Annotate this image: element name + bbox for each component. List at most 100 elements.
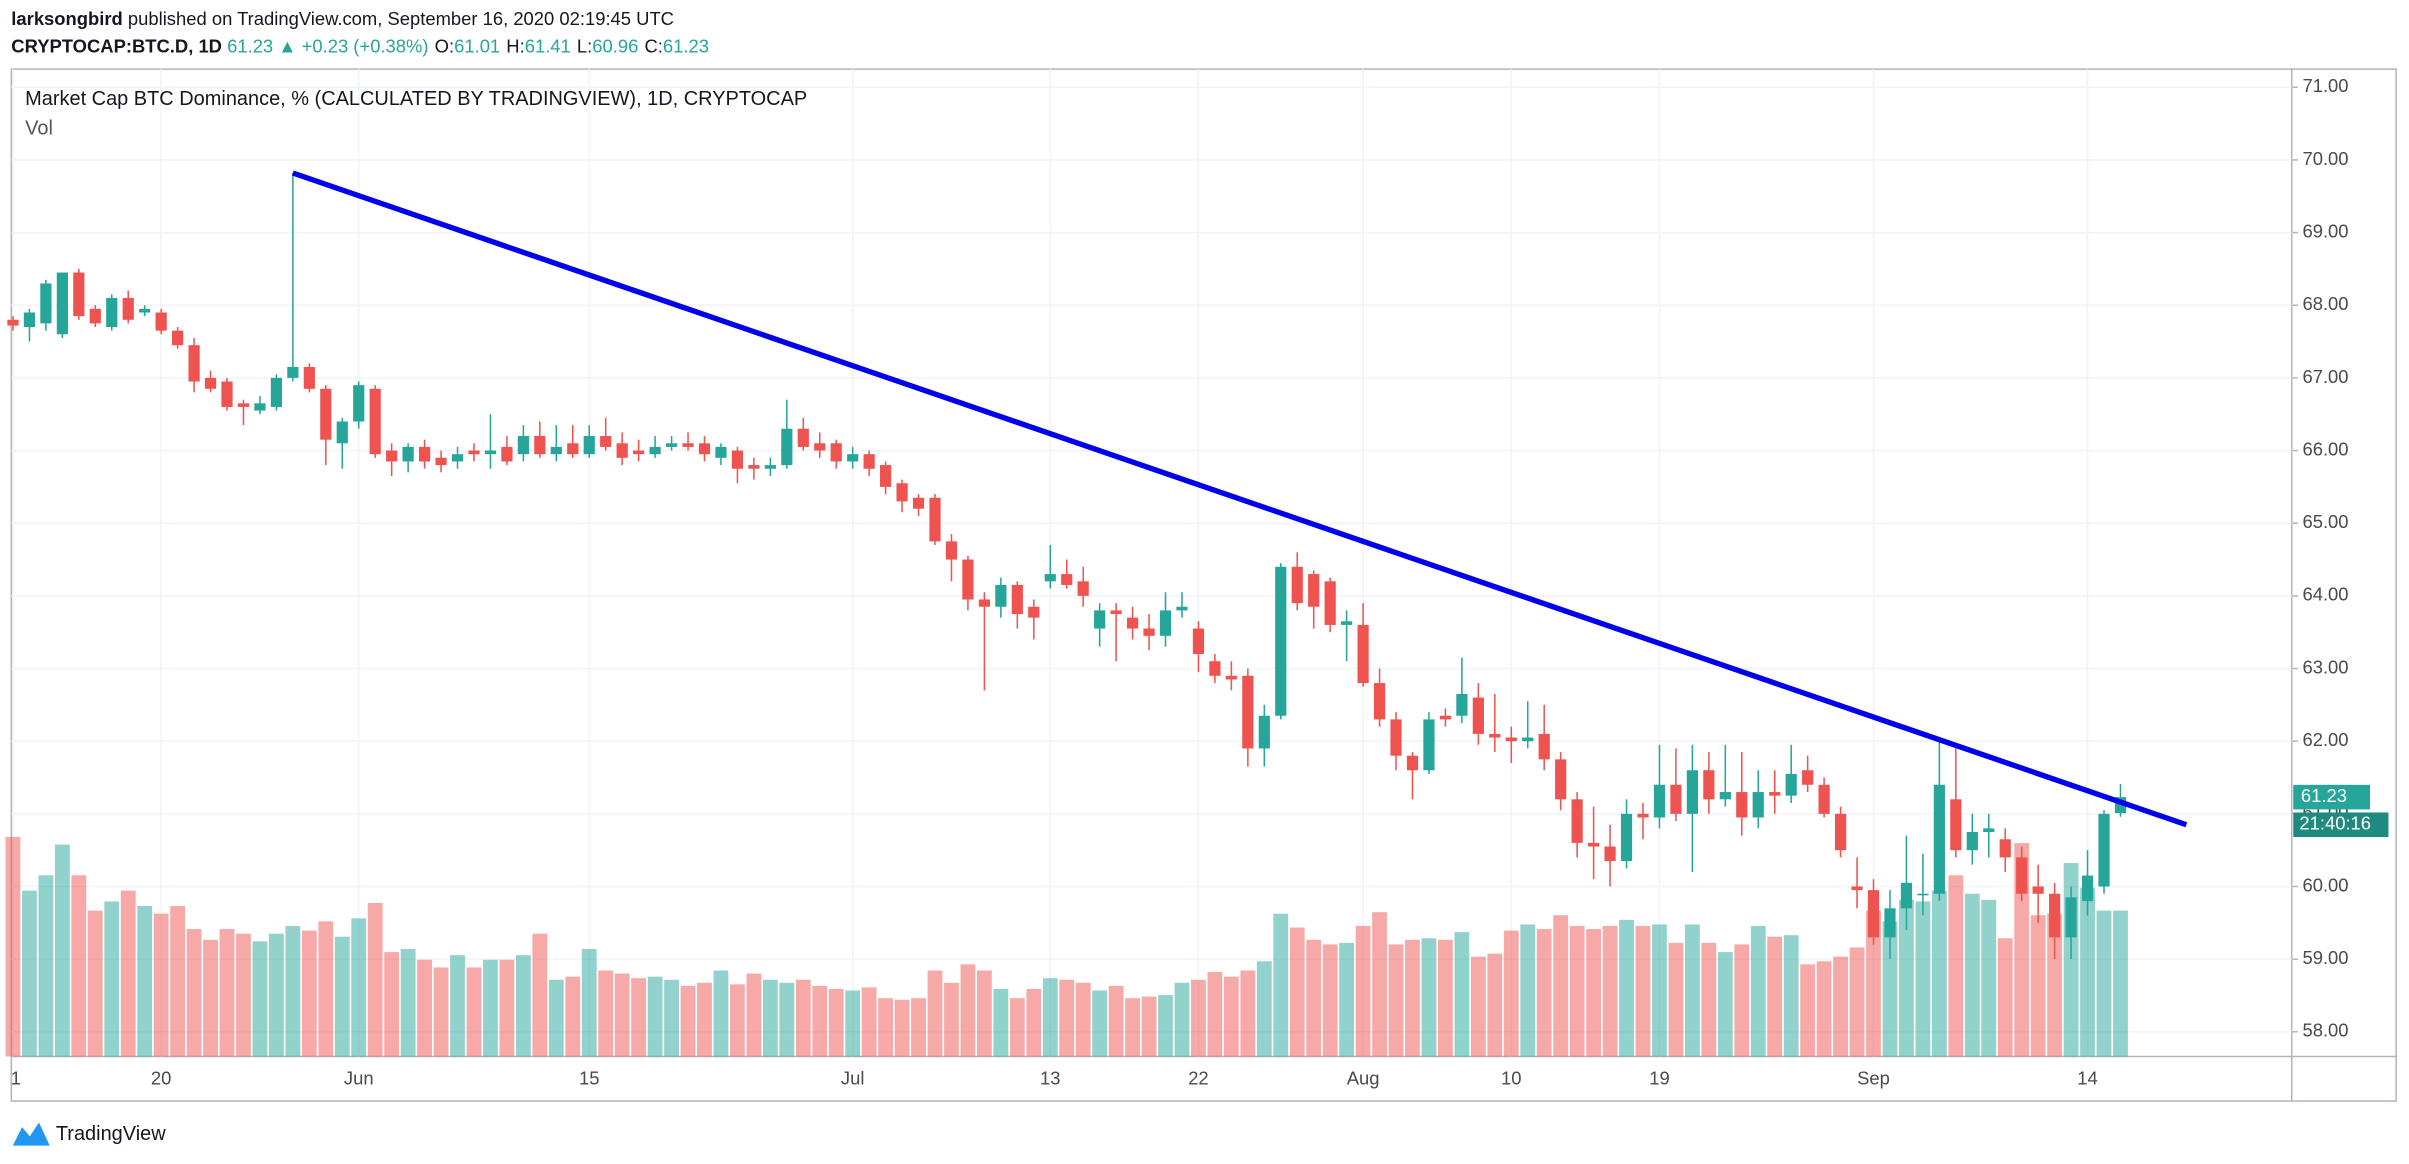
candle-body <box>221 381 233 407</box>
volume-bar <box>1207 972 1223 1057</box>
y-tick-label: 65.00 <box>2302 511 2348 532</box>
candle-body <box>254 403 266 411</box>
candle-body <box>1011 584 1023 615</box>
symbol-line: CRYPTOCAP:BTC.D, 1D 61.23 ▲ +0.23 (+0.38… <box>11 35 709 56</box>
candle-body <box>1044 574 1056 582</box>
volume-bar <box>680 985 696 1057</box>
volume-bar <box>1405 939 1420 1057</box>
candle-body <box>73 272 85 317</box>
author: larksongbird <box>11 8 122 29</box>
volume-bar <box>54 844 70 1057</box>
volume-bar <box>598 970 614 1057</box>
volume-bar <box>1059 979 1075 1057</box>
volume-bar <box>417 959 433 1057</box>
y-tick-label: 58.00 <box>2302 1020 2348 1041</box>
ohlc-key: L: <box>577 35 592 56</box>
candle-body <box>23 312 36 328</box>
volume-bar <box>1322 944 1338 1057</box>
candle-body <box>715 446 727 458</box>
ohlc-value: 61.23 <box>663 35 709 56</box>
ohlc-key: O: <box>435 35 454 56</box>
publish-line: larksongbird published on TradingView.co… <box>11 8 674 29</box>
volume-bar <box>565 976 581 1057</box>
volume-bar <box>1174 982 1190 1057</box>
candle-body <box>1258 715 1270 749</box>
volume-bar <box>762 979 778 1057</box>
volume-bar <box>1701 942 1717 1057</box>
candle-body <box>501 446 513 462</box>
y-tick-label: 62.00 <box>2302 729 2348 750</box>
volume-bar <box>532 933 548 1057</box>
candle-body <box>1242 675 1254 749</box>
volume-bar <box>236 933 251 1057</box>
candle-body <box>1143 628 1155 636</box>
candle-body <box>1703 770 1715 800</box>
volume-bar <box>779 982 795 1057</box>
candle-body <box>139 308 151 313</box>
candle-body <box>2049 893 2061 938</box>
candle-body <box>682 443 694 447</box>
candle-body <box>1604 846 1616 862</box>
y-tick-label: 64.00 <box>2302 584 2348 605</box>
candle-body <box>1917 893 1929 896</box>
volume-bar <box>1388 944 1404 1057</box>
volume-bar <box>1750 925 1766 1057</box>
candle-body <box>122 297 134 320</box>
candle-body <box>633 450 645 455</box>
candle-body <box>731 450 744 469</box>
candle-body <box>451 454 464 462</box>
candle-body <box>962 559 974 600</box>
volume-bar <box>1668 942 1684 1057</box>
volume-bar <box>2047 913 2063 1057</box>
candle-body <box>484 450 497 455</box>
candle-body <box>1966 831 1978 851</box>
volume-bar <box>137 906 153 1057</box>
candle-body <box>155 312 167 331</box>
y-tick-label: 69.00 <box>2302 220 2348 241</box>
candle-body <box>1456 693 1468 716</box>
volume-bar <box>795 979 811 1057</box>
volume-bar <box>186 929 202 1057</box>
candle-body <box>1209 661 1221 676</box>
candle-body <box>1373 683 1386 720</box>
candle-body <box>1752 792 1764 818</box>
candle-body <box>1851 886 1863 891</box>
volume-bar <box>1553 915 1569 1057</box>
candle-body <box>1653 784 1666 818</box>
volume-bar <box>2113 910 2128 1057</box>
volume-bar <box>466 967 482 1057</box>
candle-body <box>188 345 200 382</box>
candle-body <box>896 483 908 502</box>
candle-body <box>2114 797 2127 814</box>
x-tick-label: 13 <box>1040 1067 1060 1088</box>
candle-body <box>2016 857 2028 894</box>
volume-bar <box>1915 901 1931 1057</box>
volume-bar <box>38 875 54 1057</box>
volume-bar <box>1503 930 1519 1057</box>
volume-bar <box>384 952 400 1057</box>
volume-bar <box>1289 927 1305 1057</box>
candle-body <box>880 465 892 487</box>
y-tick-label: 68.00 <box>2302 293 2348 314</box>
candle-body <box>2098 813 2110 887</box>
candle-body <box>698 443 711 455</box>
volume-bar <box>2080 887 2095 1057</box>
candle-body <box>1769 792 1781 796</box>
volume-bar <box>861 987 877 1057</box>
volume-bar <box>1306 939 1322 1057</box>
candle-body <box>1867 890 1880 938</box>
volume-bar <box>285 925 301 1057</box>
volume-bar <box>1833 956 1848 1057</box>
x-tick-label: Aug <box>1347 1067 1380 1088</box>
candle-body <box>1834 813 1847 851</box>
volume-bar <box>1619 919 1634 1057</box>
volume-bar <box>433 967 449 1057</box>
volume-bar <box>730 984 745 1057</box>
volume-bar <box>944 982 959 1057</box>
footer-brand: TradingView <box>56 1123 166 1145</box>
candle-body <box>7 319 19 326</box>
volume-bar <box>1438 939 1453 1057</box>
volume-bar <box>1487 953 1503 1057</box>
volume-bar <box>1108 985 1124 1057</box>
